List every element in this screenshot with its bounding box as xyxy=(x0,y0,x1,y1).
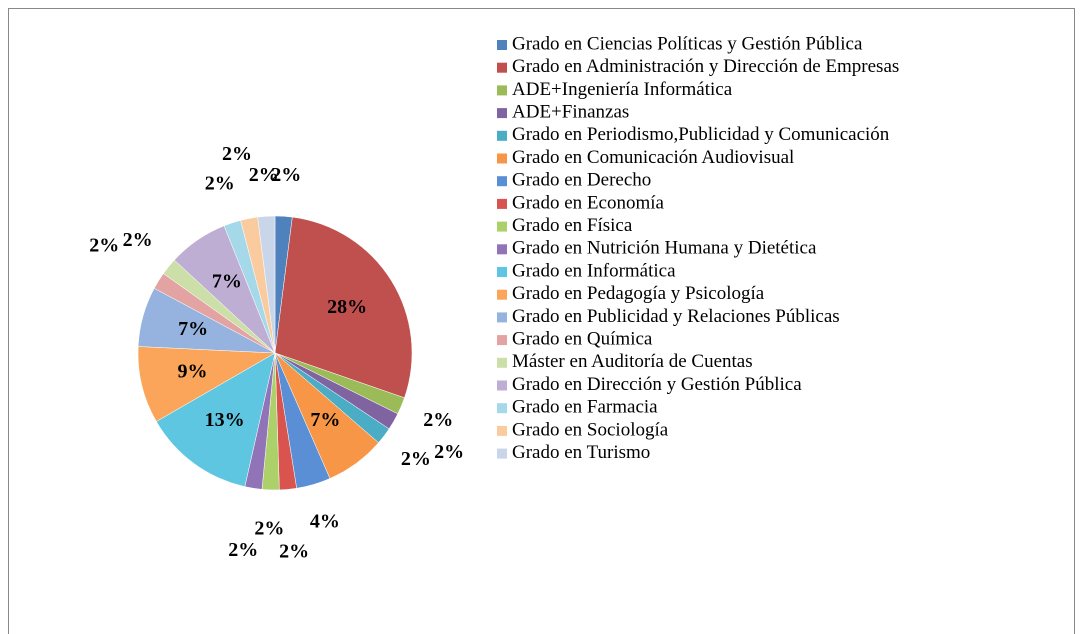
pie: 2%28%2%2%2%7%4%2%2%2%13%9%7%2% 2%7%2%2%2% xyxy=(89,143,464,562)
data-label: 7% xyxy=(212,271,242,293)
legend-label: Grado en Dirección y Gestión Pública xyxy=(512,374,802,395)
legend-label: Grado en Nutrición Humana y Dietética xyxy=(512,238,817,259)
data-label: 2% xyxy=(222,143,252,165)
legend-swatch xyxy=(497,403,507,414)
data-label: 2% xyxy=(123,229,153,251)
legend-label: Grado en Periodismo,Publicidad y Comunic… xyxy=(512,124,890,145)
legend-swatch xyxy=(497,244,507,255)
legend-swatch xyxy=(497,130,507,141)
pie-slice xyxy=(274,216,413,399)
data-label: 4% xyxy=(310,510,340,532)
data-label: 2% xyxy=(205,172,235,194)
legend-label: Grado en Ciencias Políticas y Gestión Pú… xyxy=(512,33,863,54)
pie-slice xyxy=(257,215,276,354)
legend-label: Grado en Turismo xyxy=(512,442,650,463)
legend: Grado en Ciencias Políticas y Gestión Pú… xyxy=(497,33,899,463)
data-label: 2% xyxy=(271,164,301,186)
legend-swatch xyxy=(497,40,507,50)
data-label: 2% xyxy=(228,539,258,561)
data-label: 2% xyxy=(423,409,453,431)
legend-label: Grado en Pedagogía y Psicología xyxy=(512,283,765,304)
legend-label: Grado en Farmacia xyxy=(512,397,658,418)
legend-swatch xyxy=(497,267,507,277)
legend-label: Grado en Química xyxy=(512,328,653,349)
pie-slice xyxy=(156,352,276,487)
pie-slice xyxy=(137,346,276,422)
legend-swatch xyxy=(497,176,507,187)
data-label: 2% xyxy=(254,518,284,540)
data-label: 2% xyxy=(249,164,279,186)
data-label: 2% xyxy=(434,441,464,463)
legend-swatch xyxy=(497,85,507,96)
legend-swatch xyxy=(497,153,507,164)
data-label: 7% xyxy=(178,318,208,340)
legend-swatch xyxy=(497,380,507,391)
legend-swatch xyxy=(497,62,507,73)
legend-swatch xyxy=(497,425,507,436)
data-label: 2% xyxy=(279,541,309,563)
data-label: 7% xyxy=(310,409,340,431)
data-label: 2% xyxy=(401,448,431,470)
legend-label: ADE+Ingeniería Informática xyxy=(512,79,733,100)
legend-swatch xyxy=(497,335,507,346)
legend-swatch xyxy=(497,221,507,232)
legend-swatch xyxy=(497,312,507,323)
legend-swatch xyxy=(497,448,507,459)
legend-label: Grado en Derecho xyxy=(512,170,651,191)
legend-label: Máster en Auditoría de Cuentas xyxy=(512,351,753,372)
legend-label: Grado en Publicidad y Relaciones Pública… xyxy=(512,306,840,327)
legend-label: ADE+Finanzas xyxy=(512,101,629,122)
data-label: 13% xyxy=(205,409,245,431)
legend-swatch xyxy=(497,108,507,119)
legend-label: Grado en Economía xyxy=(512,192,665,213)
legend-label: Grado en Sociología xyxy=(512,419,669,440)
legend-swatch xyxy=(497,198,507,209)
legend-swatch xyxy=(497,289,507,300)
legend-label: Grado en Administración y Dirección de E… xyxy=(512,56,899,77)
data-label: 28% xyxy=(327,296,367,318)
data-label: 9% xyxy=(177,361,207,383)
legend-label: Grado en Física xyxy=(512,215,633,236)
data-label: 2% xyxy=(89,235,119,257)
legend-label: Grado en Comunicación Audiovisual xyxy=(512,147,794,168)
legend-swatch xyxy=(497,357,507,368)
legend-label: Grado en Informática xyxy=(512,260,676,281)
